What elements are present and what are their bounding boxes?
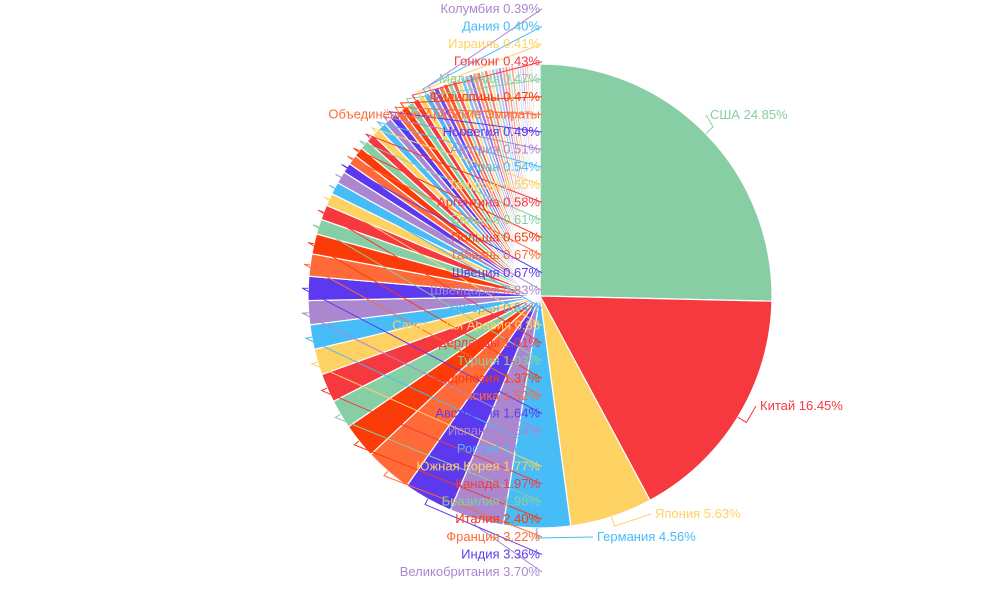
leader-line [353, 147, 543, 239]
leader-line [705, 114, 714, 135]
slice-label: Испания 1.64% [448, 423, 541, 438]
slice-label: Китай 16.45% [760, 398, 843, 413]
leader-line [388, 111, 543, 133]
leader-line [353, 440, 543, 520]
slice-label: Бельгия 0.61% [451, 212, 541, 227]
leader-line [312, 224, 543, 362]
leader-line [536, 527, 594, 539]
leader-line [371, 127, 543, 186]
leader-line [422, 25, 543, 95]
slice-label: Австрия 0.51% [450, 142, 540, 157]
slice-label: Индия 3.36% [461, 546, 540, 561]
slice-label: Нидерланды 1.01% [422, 335, 540, 350]
leader-line [301, 287, 543, 415]
slice-label: Россия 1.67% [457, 441, 541, 456]
leader-line [427, 8, 543, 92]
slice-label: Швеция 0.67% [452, 265, 541, 280]
slice-label: США 24.85% [710, 107, 788, 122]
leader-line [382, 115, 543, 151]
leader-line [417, 43, 543, 98]
leader-line [317, 209, 543, 344]
slice-labels: США 24.85% Китай 16.45% Япония 5.63% Герман… [328, 1, 843, 579]
slice-label: Нигерия 0.84% [450, 300, 541, 315]
slice-label: Германия 4.56% [597, 529, 696, 544]
slice-label: Саудовская Аравия 0.86 [392, 318, 540, 333]
slice-label: Канада 1.97% [456, 476, 541, 491]
slice-label: Швейцария 0.83% [430, 282, 540, 297]
slice-label: Аргентина 0.58% [437, 194, 540, 209]
slice-label: Объединённые Арабские Эмираты [328, 106, 540, 121]
slice-label: Бразилия 1.98% [442, 494, 541, 509]
slice-label: Дания 0.40% [462, 18, 540, 33]
slice-label: Мексика 1.52% [449, 388, 541, 403]
leader-line [411, 61, 543, 101]
leader-line [399, 96, 543, 109]
leader-line [376, 121, 543, 168]
slice-label: Иран 0.54% [469, 159, 541, 174]
leader-line [359, 140, 543, 221]
slice-label: Польша 0.65% [451, 230, 540, 245]
leader-line [304, 336, 543, 450]
slice-label: Филиппины 0.47% [430, 89, 541, 104]
leader-line [300, 312, 543, 432]
slice-label: Южная Корея 1.77% [416, 458, 540, 473]
leader-line [329, 184, 543, 309]
slice-label: Гонконг 0.43% [454, 54, 540, 69]
slice-label: Великобритания 3.70% [400, 564, 541, 579]
slice-label: Колумбия 0.39% [441, 1, 541, 16]
leader-line [323, 196, 543, 327]
leader-line [405, 78, 543, 105]
leader-line [611, 513, 652, 527]
leader-line [307, 242, 543, 379]
leader-line [347, 155, 543, 256]
slice-label: Норвегия 0.49% [443, 124, 541, 139]
leader-line [737, 405, 757, 424]
slice-label: Индонезия 1.37% [434, 370, 541, 385]
leader-line [474, 518, 543, 573]
slice-label: Таиланд 0.55% [448, 177, 540, 192]
slice-label: Япония 5.63% [655, 506, 741, 521]
leader-line [394, 106, 543, 115]
slice-label: Израиль 0.41% [448, 36, 540, 51]
leader-line [365, 133, 543, 203]
leader-line [320, 387, 543, 485]
leader-line [341, 164, 543, 274]
slice-label: Малайзия 0.47% [439, 71, 540, 86]
leader-line [334, 413, 543, 503]
slice-label: Тайвань 0.67% [450, 247, 541, 262]
leader-line [310, 361, 543, 467]
pie-slice-other-33 [537, 63, 541, 297]
slice-label: Италия 2.40% [455, 511, 540, 526]
leader-line [335, 173, 543, 291]
slice-label: Франция 3.22% [446, 529, 540, 544]
slice-label: Турция 1.03% [457, 353, 540, 368]
pie-slice-item-tdtksw [539, 63, 773, 302]
leader-line [424, 498, 543, 555]
slice-label: Австралия 1.64% [435, 406, 540, 421]
leader-lines [300, 8, 757, 573]
leader-line [383, 470, 543, 538]
leader-line [303, 263, 543, 397]
